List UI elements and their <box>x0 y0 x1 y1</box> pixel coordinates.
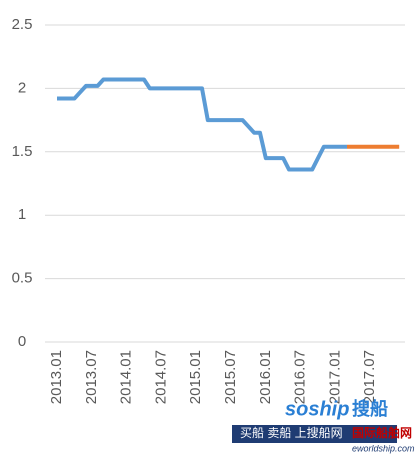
x-tick-label: 2017.07 <box>361 350 378 404</box>
x-tick-label: 2015.07 <box>222 350 239 404</box>
x-tick-label: 2015.01 <box>187 350 204 404</box>
y-tick-label: 1 <box>18 206 26 223</box>
y-tick-label: 0 <box>18 333 26 350</box>
watermark-brand: soship <box>285 398 349 420</box>
watermark-slogan: 买船 卖船 上搜船网 <box>240 425 343 440</box>
watermark-site: eworldship.com <box>352 443 415 453</box>
watermark-site-cn: 国际船舶网 <box>352 425 412 440</box>
x-tick-label: 2016.07 <box>292 350 309 404</box>
watermark: soship 搜船 买船 卖船 上搜船网 国际船舶网 eworldship.co… <box>232 398 415 453</box>
y-tick-label: 2.5 <box>12 16 33 33</box>
series-line <box>57 77 347 172</box>
x-tick-label: 2014.01 <box>118 350 135 404</box>
x-tick-label: 2016.01 <box>257 350 274 404</box>
x-tick-label: 2013.07 <box>83 350 100 404</box>
x-tick-label: 2017.01 <box>326 350 343 404</box>
x-tick-label: 2014.07 <box>152 350 169 404</box>
y-tick-label: 0.5 <box>12 270 33 287</box>
x-tick-label: 2013.01 <box>48 350 65 404</box>
y-tick-label: 1.5 <box>12 143 33 160</box>
watermark-bar <box>232 425 397 443</box>
y-tick-label: 2 <box>18 79 26 96</box>
plot: 0 0.5 1 1.5 2 2.5 2013.01 2013.07 2014.01 2014.07… <box>12 16 405 404</box>
watermark-brand-cn: 搜船 <box>352 398 388 419</box>
